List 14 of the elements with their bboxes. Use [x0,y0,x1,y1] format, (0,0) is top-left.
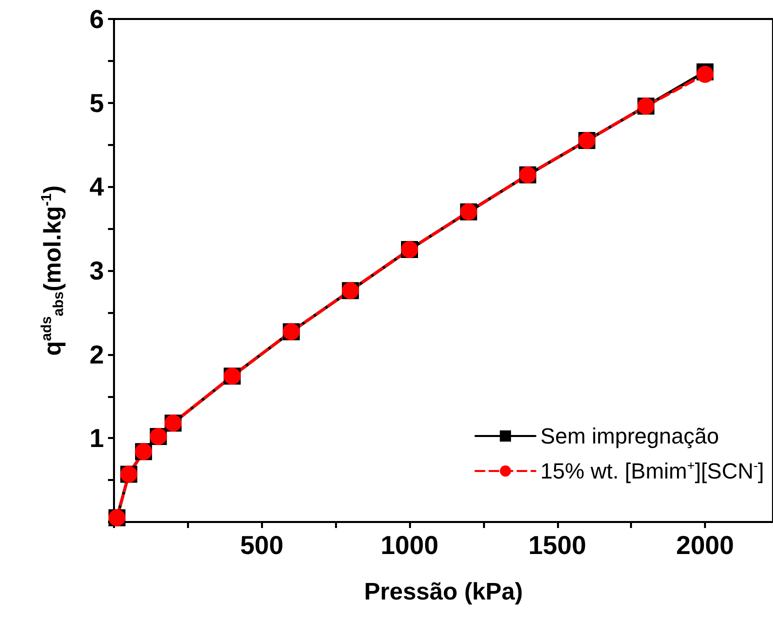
x-tick-label: 1500 [528,530,586,560]
legend-label: 15% wt. [Bmim+][SCN-] [540,458,764,484]
x-tick-label: 1000 [380,530,438,560]
x-axis-title: Pressão (kPa) [364,578,523,606]
y-tick-label: 1 [90,423,104,454]
y-tick-label: 2 [90,339,104,370]
y-tick-label: 6 [90,4,104,34]
y-tick-label: 5 [90,88,104,118]
y-tick-label: 3 [90,256,104,286]
x-tick-label: 2000 [676,530,734,560]
y-axis-title: qadsabs(mol.kg-1) [39,185,67,356]
x-tick-label: 500 [240,530,284,560]
legend-label: Sem impregnação [540,424,719,448]
y-tick-label: 4 [90,172,105,202]
